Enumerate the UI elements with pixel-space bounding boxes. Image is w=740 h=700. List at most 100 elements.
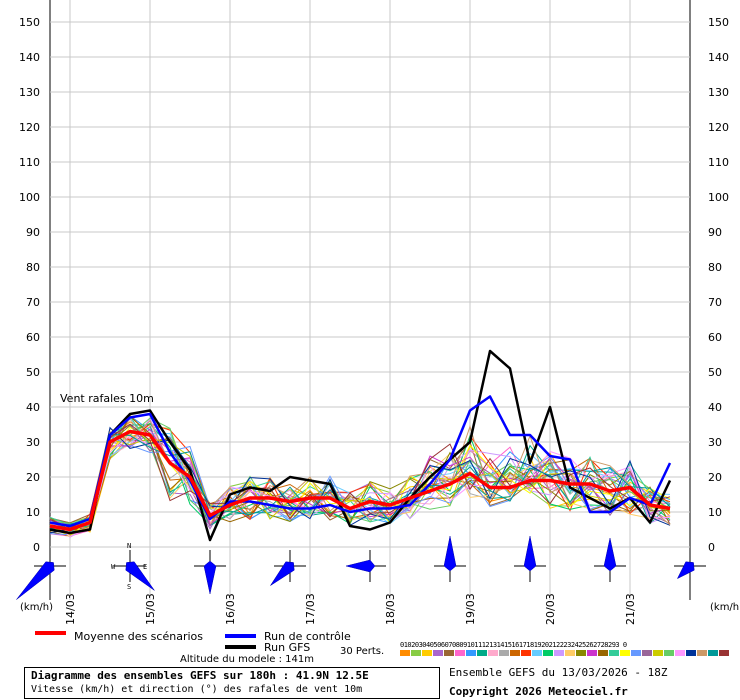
y-tick-label-right: 120 (708, 121, 729, 134)
legend-control-label: Run de contrôle (264, 630, 351, 643)
legend-pert-swatch (554, 650, 564, 656)
legend-pert-swatch (686, 650, 696, 656)
legend-pert-swatch (664, 650, 674, 656)
y-tick-label-left: 130 (19, 86, 40, 99)
y-tick-label-left: 0 (33, 541, 40, 554)
x-tick-label: 18/03 (384, 593, 397, 625)
y-tick-label-right: 130 (708, 86, 729, 99)
wind-direction-marker (676, 561, 695, 580)
legend-pert-swatch (565, 650, 575, 656)
y-tick-label-left: 110 (19, 156, 40, 169)
perturbation-line (49, 423, 671, 529)
altitude-label: Altitude du modele : 141m (180, 654, 314, 665)
legend-pert-swatch (708, 650, 718, 656)
y-tick-label-left: 100 (19, 191, 40, 204)
info-box: Diagramme des ensembles GEFS sur 180h : … (24, 667, 440, 699)
compass-label-e: E (143, 563, 147, 571)
y-tick-label-left: 20 (26, 471, 40, 484)
legend-pert-numbers: 0102030405060708091011121314151617181920… (400, 641, 627, 649)
x-tick-label: 17/03 (304, 593, 317, 625)
legend-mean-label: Moyenne des scénarios (74, 630, 203, 643)
legend-pert-swatch (510, 650, 520, 656)
y-tick-label-left: 40 (26, 401, 40, 414)
legend-pert-swatch (609, 650, 619, 656)
x-tick-label: 19/03 (464, 593, 477, 625)
wind-direction-marker (443, 535, 457, 572)
legend-pert-swatch (488, 650, 498, 656)
y-tick-label-right: 110 (708, 156, 729, 169)
legend-pert-swatch (466, 650, 476, 656)
info-title: Diagramme des ensembles GEFS sur 180h : … (31, 669, 369, 682)
y-tick-label-left: 60 (26, 331, 40, 344)
legend-pert-swatch (477, 650, 487, 656)
y-tick-label-left: 150 (19, 16, 40, 29)
legend-pert-swatch (620, 650, 630, 656)
legend-pert-swatch (411, 650, 421, 656)
legend-pert-swatch (576, 650, 586, 656)
legend-pert-swatch (455, 650, 465, 656)
legend-pert-swatch (400, 650, 410, 656)
y-tick-label-left: 120 (19, 121, 40, 134)
y-tick-label-right: 70 (708, 296, 722, 309)
y-tick-label-right: 10 (708, 506, 722, 519)
y-tick-label-right: 20 (708, 471, 722, 484)
legend-pert-swatch (719, 650, 729, 656)
copyright-label: Copyright 2026 Meteociel.fr (449, 685, 628, 698)
legend-pert-swatch (422, 650, 432, 656)
y-tick-label-right: 140 (708, 51, 729, 64)
series-line (49, 429, 671, 532)
wind-direction-marker (270, 561, 295, 586)
y-tick-label-right: 150 (708, 16, 729, 29)
compass-label-s: S (127, 583, 131, 591)
chart-annotation: Vent rafales 10m (60, 392, 154, 405)
y-tick-label-right: 90 (708, 226, 722, 239)
wind-direction-marker (345, 559, 376, 573)
legend-pert-swatch (631, 650, 641, 656)
legend-pert-swatch (543, 650, 553, 656)
legend-pert-swatch (642, 650, 652, 656)
x-tick-label: 16/03 (224, 593, 237, 625)
wind-direction-marker (603, 537, 617, 572)
x-tick-label: 14/03 (64, 593, 77, 625)
wind-direction-marker (523, 535, 537, 572)
x-tick-label: 21/03 (624, 593, 637, 625)
legend-pert-swatch (675, 650, 685, 656)
y-tick-label-left: 140 (19, 51, 40, 64)
y-unit-left: (km/h) (20, 602, 53, 613)
info-subtitle: Vitesse (km/h) et direction (°) des rafa… (31, 684, 363, 695)
perturbation-line (49, 423, 671, 535)
legend-pert-swatch (444, 650, 454, 656)
series-line (49, 349, 672, 542)
compass-label-w: W (111, 563, 116, 571)
y-tick-label-right: 40 (708, 401, 722, 414)
legend-perts-label: 30 Perts. (340, 646, 385, 657)
series-line (49, 395, 672, 528)
legend-pert-swatch (532, 650, 542, 656)
wind-direction-marker (203, 560, 217, 595)
legend-pert-swatch (653, 650, 663, 656)
x-tick-label: 15/03 (144, 593, 157, 625)
y-tick-label-left: 70 (26, 296, 40, 309)
wind-direction-marker (125, 561, 155, 591)
y-unit-right: (km/h) (710, 602, 740, 613)
y-tick-label-right: 30 (708, 436, 722, 449)
y-tick-label-left: 30 (26, 436, 40, 449)
legend-pert-swatch (433, 650, 443, 656)
y-tick-label-right: 0 (708, 541, 715, 554)
legend-pert-swatch (499, 650, 509, 656)
y-tick-label-left: 80 (26, 261, 40, 274)
y-tick-label-right: 50 (708, 366, 722, 379)
legend-gfs-label: Run GFS (264, 641, 311, 654)
y-tick-label-right: 60 (708, 331, 722, 344)
legend-pert-swatch (521, 650, 531, 656)
wind-direction-marker (16, 561, 55, 600)
y-tick-label-left: 90 (26, 226, 40, 239)
y-tick-label-right: 80 (708, 261, 722, 274)
legend-pert-swatch (598, 650, 608, 656)
x-tick-label: 20/03 (544, 593, 557, 625)
ensemble-run-label: Ensemble GEFS du 13/03/2026 - 18Z (449, 666, 668, 679)
y-tick-label-left: 50 (26, 366, 40, 379)
y-tick-label-left: 10 (26, 506, 40, 519)
legend-pert-swatch (697, 650, 707, 656)
